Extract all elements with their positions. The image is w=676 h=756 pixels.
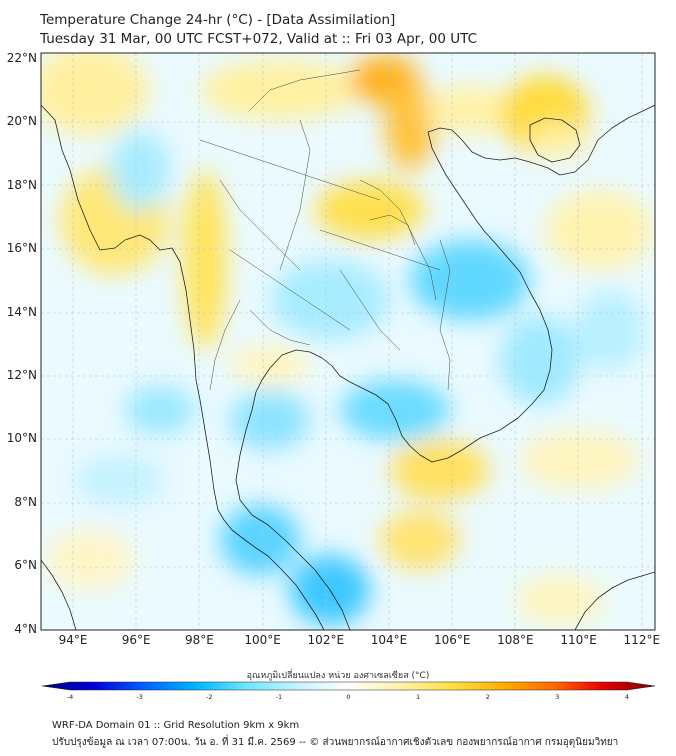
- lat-label: 6°N: [14, 558, 37, 573]
- lon-label: 108°E: [497, 633, 534, 647]
- colorbar-tick: 4: [624, 693, 630, 701]
- lat-label: 16°N: [6, 241, 37, 256]
- colorbar: [41, 681, 656, 691]
- colorbar-tick: 2: [485, 693, 490, 701]
- colorbar-tick: 1: [416, 693, 421, 701]
- lon-label: 104°E: [370, 633, 408, 647]
- colorbar-tick: -3: [136, 693, 143, 701]
- footer-line-1: WRF-DA Domain 01 :: Grid Resolution 9km …: [52, 720, 300, 731]
- lat-label: 12°N: [6, 368, 37, 382]
- lat-label: 18°N: [6, 177, 37, 192]
- lon-label: 112°E: [623, 633, 661, 647]
- coastlines-and-borders: [41, 104, 655, 630]
- lon-label: 102°E: [307, 633, 345, 647]
- lon-label: 98°E: [184, 633, 214, 647]
- province-boundaries: [199, 69, 451, 391]
- lon-label: 110°E: [560, 633, 597, 647]
- title-line-1: Temperature Change 24-hr (°C) - [Data As…: [40, 12, 396, 28]
- lat-label: 10°N: [6, 431, 37, 446]
- colorbar-tick: 3: [555, 693, 560, 701]
- temperature-field: [41, 53, 655, 630]
- lon-label: 106°E: [433, 633, 471, 647]
- lon-label: 100°E: [244, 633, 281, 647]
- map-frame: [40, 52, 656, 631]
- colorbar-title: อุณหภูมิเปลี่ยนแปลง หน่วย องศาเซลเซียส (…: [246, 671, 430, 681]
- title-line-2: Tuesday 31 Mar, 00 UTC FCST+072, Valid a…: [40, 31, 478, 47]
- colorbar-tick: -4: [66, 693, 74, 701]
- lat-label: 14°N: [6, 304, 37, 319]
- graticule: [41, 53, 655, 630]
- lat-label: 22°N: [6, 51, 37, 65]
- lat-label: 20°N: [6, 114, 37, 129]
- lon-label: 96°E: [121, 633, 151, 647]
- lat-label: 8°N: [14, 494, 37, 509]
- colorbar-tick: -1: [275, 693, 283, 701]
- footer-line-2: ปรับปรุงข้อมูล ณ เวลา 07:00น. วัน อ. ที่…: [52, 737, 619, 748]
- colorbar-tick: 0: [346, 693, 351, 701]
- colorbar-tick: -2: [206, 693, 213, 701]
- lon-label: 94°E: [58, 633, 88, 647]
- lat-label: 4°N: [14, 621, 37, 636]
